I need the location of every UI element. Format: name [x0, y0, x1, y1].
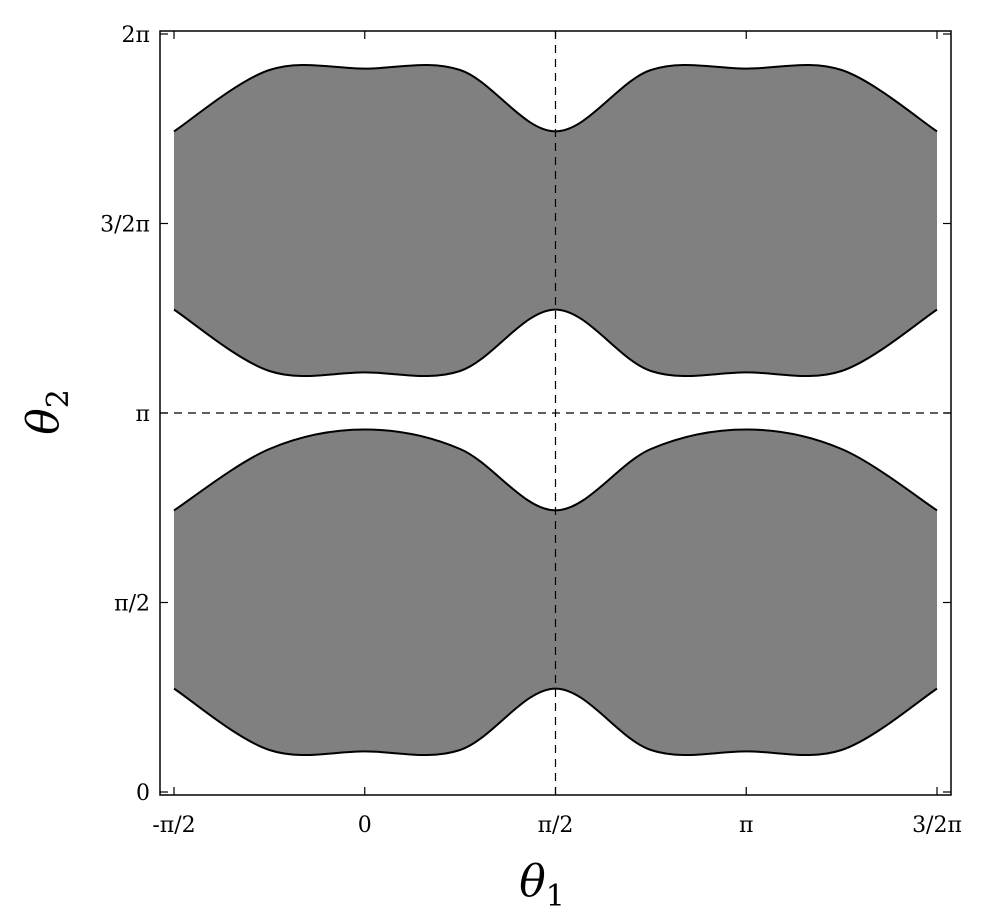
x-tick-label: π	[739, 813, 753, 838]
x-axis-label: θ1	[519, 856, 565, 914]
y-tick-label: 2π	[122, 23, 150, 48]
region-lower-boundary-1	[173, 687, 938, 757]
x-tick-label: 0	[358, 813, 372, 838]
x-tick-label: -π/2	[152, 813, 195, 838]
x-axis-label-sub: 1	[546, 879, 565, 914]
y-tick-label: 0	[136, 781, 150, 806]
x-axis-label-main: θ	[519, 856, 546, 907]
reference-lines	[160, 31, 951, 795]
x-tick-label: 3/2π	[912, 813, 962, 838]
y-axis-label-sub: 2	[41, 389, 76, 408]
y-tick-label: π	[136, 402, 150, 427]
y-axis-label: θ2	[18, 389, 76, 435]
y-tick-label: 3/2π	[100, 213, 150, 238]
x-tick-label: π/2	[538, 813, 574, 838]
ticks	[160, 31, 951, 795]
region-lower-boundary-2	[173, 308, 938, 378]
y-tick-label: π/2	[114, 592, 150, 617]
y-axis-label-main: θ	[18, 408, 69, 435]
